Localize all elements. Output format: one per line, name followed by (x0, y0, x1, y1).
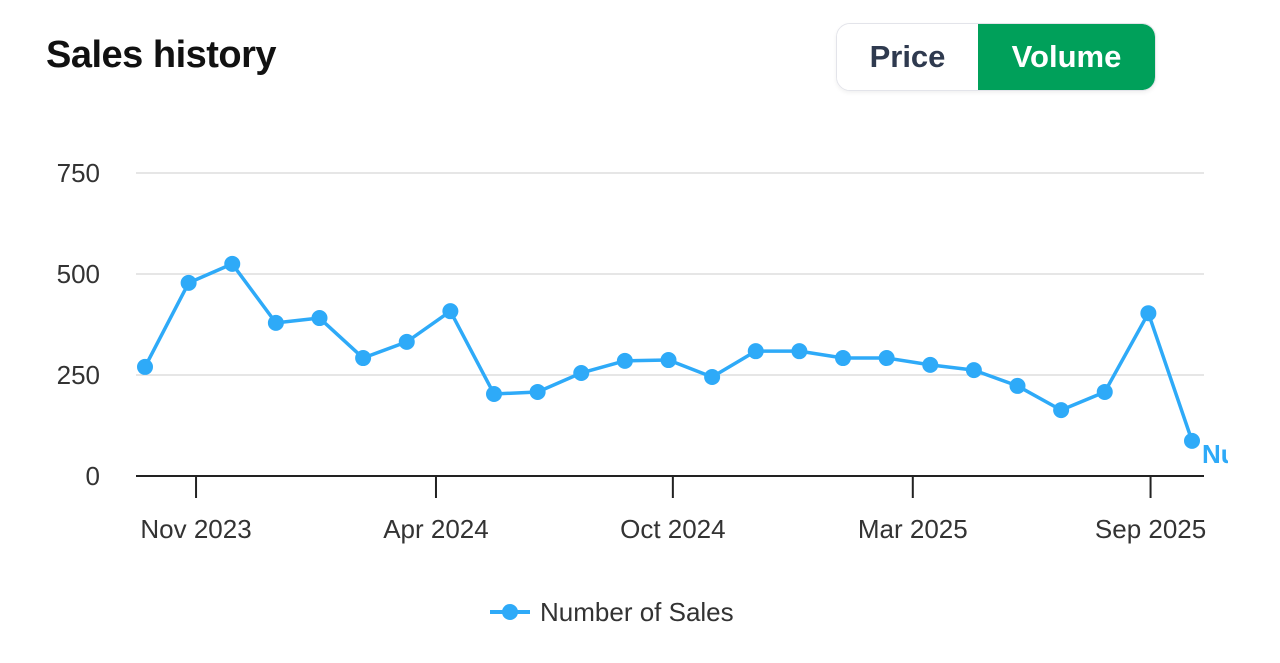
data-point[interactable] (1140, 305, 1157, 322)
legend-label: Number of Sales (540, 597, 734, 627)
chart-title: Sales history (46, 34, 277, 76)
data-point[interactable] (180, 274, 197, 291)
data-point[interactable] (1009, 377, 1026, 394)
x-tick-label: Oct 2024 (620, 514, 726, 544)
data-point[interactable] (442, 303, 459, 320)
volume-toggle-button[interactable]: Volume (978, 24, 1155, 90)
data-point[interactable] (486, 385, 502, 402)
data-point[interactable] (1053, 402, 1070, 419)
price-toggle-button[interactable]: Price (837, 24, 978, 90)
data-point[interactable] (704, 369, 721, 386)
data-point[interactable] (311, 310, 328, 327)
data-point[interactable] (616, 352, 633, 369)
legend-marker (502, 604, 518, 620)
data-point[interactable] (355, 350, 372, 367)
data-point[interactable] (573, 364, 590, 381)
data-point[interactable] (922, 356, 939, 373)
data-point[interactable] (137, 358, 153, 375)
data-point[interactable] (1096, 383, 1113, 400)
y-tick-label: 500 (57, 259, 100, 289)
legend: Number of Sales (490, 597, 734, 627)
data-point[interactable] (965, 362, 982, 379)
x-tick-label: Sep 2025 (1095, 514, 1206, 544)
data-point[interactable] (224, 255, 241, 272)
data-point[interactable] (1184, 432, 1200, 449)
data-point[interactable] (660, 352, 677, 369)
data-point[interactable] (398, 333, 415, 350)
x-tick-label: Mar 2025 (858, 514, 968, 544)
data-point[interactable] (529, 383, 546, 400)
data-point[interactable] (878, 350, 895, 367)
chart-mode-toggle: Price Volume (836, 23, 1156, 91)
y-tick-label: 0 (86, 461, 100, 491)
y-tick-label: 750 (57, 158, 100, 188)
data-point[interactable] (791, 343, 808, 360)
data-point[interactable] (835, 350, 851, 367)
data-point[interactable] (747, 343, 764, 360)
x-tick-label: Nov 2023 (140, 514, 251, 544)
data-point[interactable] (267, 314, 284, 331)
series-end-label: Number of Sales (1202, 439, 1280, 469)
x-tick-label: Apr 2024 (383, 514, 489, 544)
y-tick-label: 250 (57, 360, 100, 390)
